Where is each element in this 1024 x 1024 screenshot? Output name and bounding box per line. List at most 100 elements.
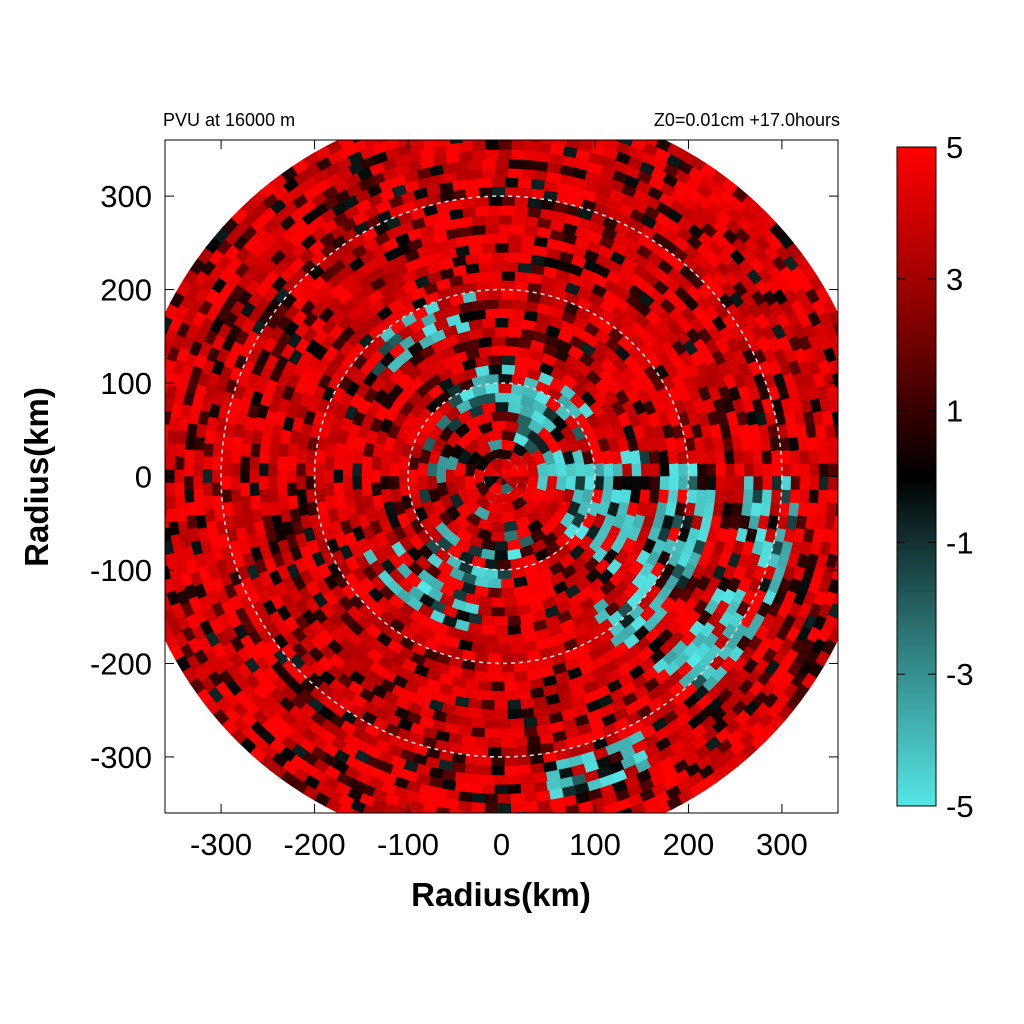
heatmap-cell bbox=[174, 443, 186, 458]
heatmap-cell bbox=[705, 488, 717, 504]
heatmap-cell bbox=[461, 744, 477, 756]
heatmap-cell bbox=[295, 476, 306, 491]
heatmap-cell bbox=[686, 449, 698, 465]
heatmap-cell bbox=[855, 385, 867, 400]
y-tick-label: -100 bbox=[90, 553, 152, 588]
heatmap-cell bbox=[426, 462, 438, 477]
heatmap-cell bbox=[789, 449, 801, 464]
heatmap-cell bbox=[762, 476, 773, 491]
heatmap-cell bbox=[507, 783, 522, 795]
heatmap-cell bbox=[851, 372, 864, 387]
heatmap-cell bbox=[501, 737, 516, 748]
heatmap-cell bbox=[379, 462, 391, 477]
heatmap-cell bbox=[826, 436, 838, 452]
heatmap-cell bbox=[566, 814, 581, 826]
heatmap-cell bbox=[497, 569, 513, 580]
heatmap-cell bbox=[501, 140, 515, 141]
heatmap-cell bbox=[202, 469, 213, 484]
heatmap-cell bbox=[841, 411, 852, 426]
heatmap-cell bbox=[314, 476, 325, 491]
heatmap-cell bbox=[544, 837, 558, 848]
heatmap-cell bbox=[174, 495, 186, 510]
heatmap-cell bbox=[370, 456, 382, 471]
heatmap-cell bbox=[494, 392, 509, 403]
heatmap-cell bbox=[742, 449, 754, 465]
heatmap-cell bbox=[510, 633, 526, 645]
heatmap-cell bbox=[276, 469, 287, 484]
y-tick-label: 300 bbox=[100, 179, 152, 214]
heatmap-cell bbox=[761, 488, 773, 504]
heatmap-cell bbox=[743, 476, 755, 491]
heatmap-cell bbox=[552, 806, 568, 813]
heatmap-cell bbox=[439, 106, 453, 117]
heatmap-cell bbox=[539, 140, 554, 145]
heatmap-cell bbox=[494, 326, 509, 337]
heatmap-cell bbox=[165, 355, 168, 364]
heatmap-cell bbox=[436, 469, 447, 484]
heatmap-cell bbox=[467, 243, 483, 255]
heatmap-cell bbox=[501, 195, 516, 207]
heatmap-cell bbox=[314, 462, 325, 477]
heatmap-cell bbox=[520, 158, 536, 171]
heatmap-cell bbox=[494, 709, 509, 720]
heatmap-cell bbox=[510, 140, 526, 151]
heatmap-cell bbox=[510, 793, 526, 804]
heatmap-cell bbox=[520, 707, 536, 720]
heatmap-cell bbox=[523, 801, 539, 813]
heatmap-cell bbox=[165, 527, 172, 543]
heatmap-cell bbox=[497, 223, 512, 235]
heatmap-cell bbox=[612, 476, 624, 491]
heatmap-cell bbox=[833, 424, 838, 439]
heatmap-cell bbox=[569, 109, 584, 121]
heatmap-cell bbox=[439, 115, 453, 126]
y-tick-label: 200 bbox=[100, 273, 152, 308]
heatmap-cell bbox=[477, 177, 493, 188]
heatmap-cell bbox=[497, 214, 512, 225]
heatmap-cell bbox=[630, 140, 647, 151]
heatmap-cell bbox=[715, 476, 727, 491]
x-tick-label: 300 bbox=[756, 827, 808, 862]
heatmap-cell bbox=[333, 482, 345, 497]
heatmap-cell bbox=[504, 261, 519, 272]
chart-title-left: PVU at 16000 m bbox=[163, 110, 295, 130]
heatmap-cell bbox=[129, 509, 140, 523]
reference-circle bbox=[407, 382, 596, 571]
chart-title-right: Z0=0.01cm +17.0hours bbox=[654, 110, 840, 130]
heatmap-cell bbox=[799, 489, 811, 504]
heatmap-cell bbox=[165, 328, 178, 345]
x-tick-label: 0 bbox=[493, 827, 510, 862]
heatmap-cell bbox=[507, 167, 522, 179]
heatmap-cell bbox=[248, 469, 259, 484]
heatmap-cell bbox=[494, 158, 509, 169]
heatmap-cell bbox=[487, 354, 502, 366]
heatmap-cell bbox=[865, 489, 875, 503]
heatmap-cell bbox=[856, 489, 866, 503]
heatmap-cell bbox=[379, 476, 391, 491]
heatmap-cell bbox=[494, 233, 509, 244]
heatmap-cell bbox=[507, 709, 522, 720]
heatmap-cell bbox=[465, 113, 479, 123]
heatmap-cell bbox=[835, 386, 838, 398]
heatmap-cell bbox=[487, 279, 502, 291]
heatmap-cell bbox=[491, 345, 506, 356]
heatmap-cell bbox=[494, 167, 509, 178]
heatmap-cell bbox=[490, 420, 506, 431]
heatmap-cell bbox=[165, 495, 177, 511]
heatmap-cell bbox=[526, 140, 541, 143]
heatmap-cell bbox=[342, 462, 353, 477]
heatmap-cell bbox=[614, 811, 620, 813]
heatmap-cell bbox=[183, 476, 194, 491]
heatmap-cell bbox=[481, 615, 496, 627]
heatmap-cell bbox=[193, 436, 206, 452]
heatmap-cell bbox=[487, 662, 502, 674]
heatmap-cell bbox=[286, 456, 298, 471]
heatmap-cell bbox=[517, 177, 532, 189]
heatmap-cell bbox=[622, 462, 633, 477]
heatmap-cell bbox=[192, 462, 204, 477]
heatmap-cell bbox=[577, 140, 594, 153]
heatmap-cell bbox=[439, 836, 453, 847]
heatmap-cell bbox=[841, 528, 852, 543]
heatmap-cell bbox=[771, 462, 783, 477]
heatmap-cell bbox=[488, 140, 502, 141]
heatmap-cell bbox=[490, 335, 506, 347]
